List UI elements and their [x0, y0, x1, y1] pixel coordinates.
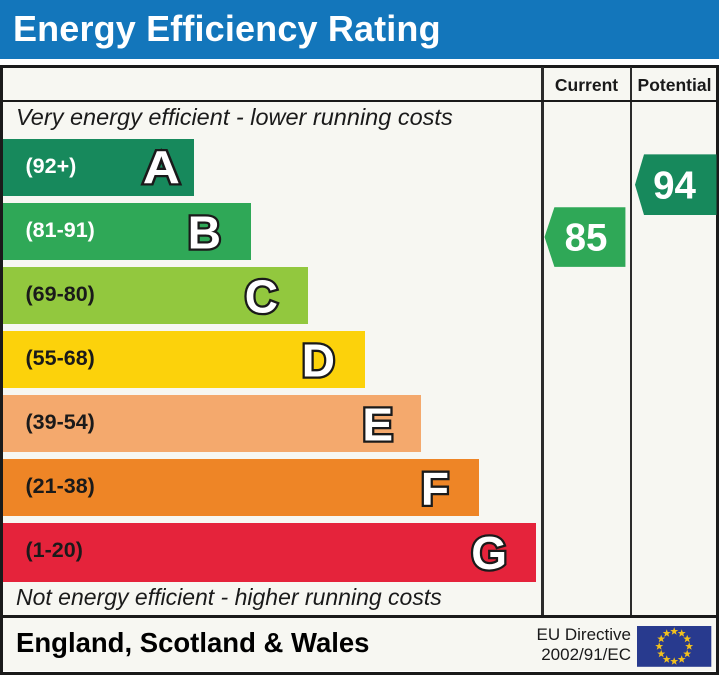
svg-text:A: A: [143, 142, 180, 193]
svg-text:94: 94: [653, 165, 696, 208]
svg-text:D: D: [302, 334, 335, 386]
svg-text:G: G: [471, 527, 507, 579]
svg-text:E: E: [362, 398, 393, 450]
svg-text:F: F: [421, 462, 449, 514]
svg-text:85: 85: [565, 217, 608, 260]
svg-text:C: C: [245, 270, 278, 322]
svg-text:B: B: [188, 206, 221, 258]
